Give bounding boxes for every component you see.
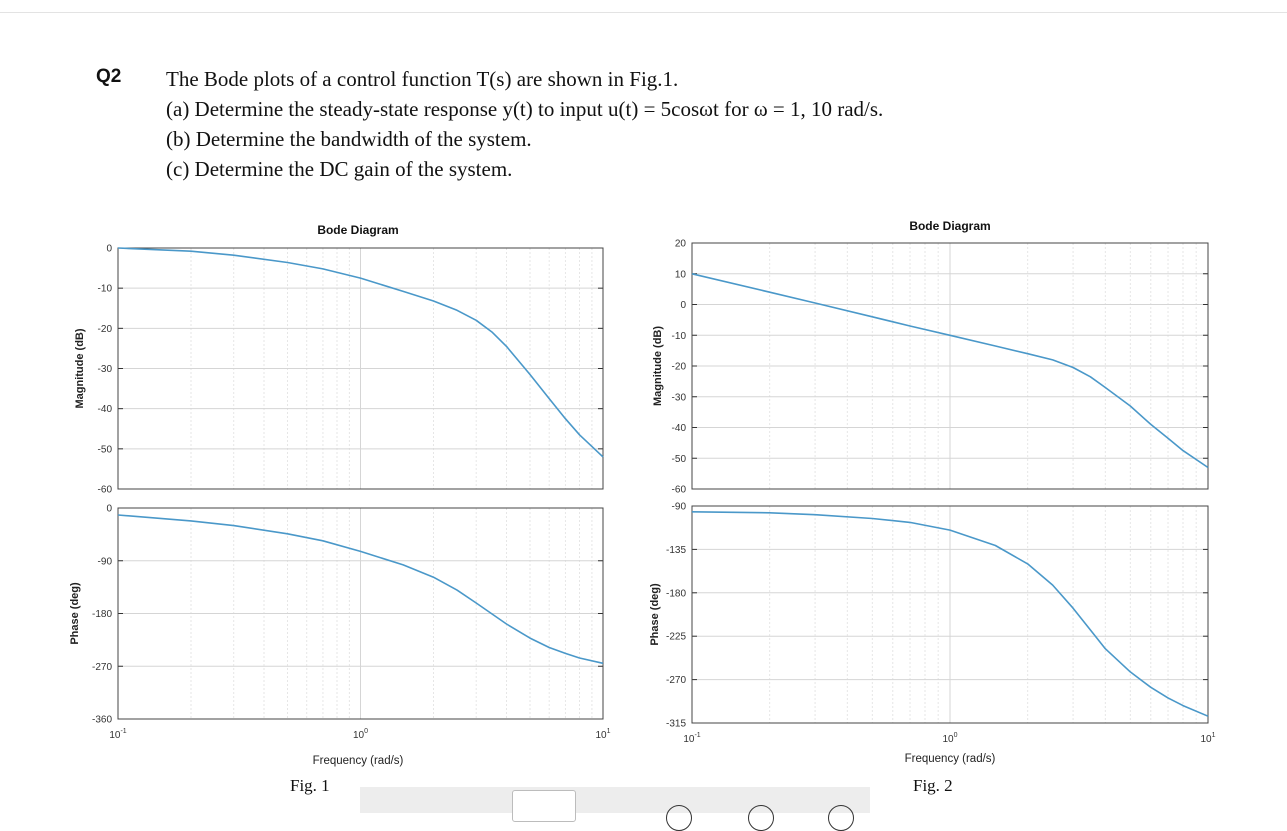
y-tick-label: -50 xyxy=(672,454,687,465)
y-tick-label: -90 xyxy=(98,556,113,567)
y-tick-label: 0 xyxy=(106,244,112,255)
magnitude-axes-frame xyxy=(691,242,1209,490)
toolbar-circle-icon[interactable] xyxy=(666,805,692,831)
y-tick-label: -30 xyxy=(672,392,687,403)
y-tick-label: -40 xyxy=(672,423,687,434)
x-tick-label: 100 xyxy=(942,732,957,745)
question-label: Q2 xyxy=(96,66,122,87)
y-tick-label: -10 xyxy=(672,331,687,342)
top-divider xyxy=(0,12,1287,13)
question-text: The Bode plots of a control function T(s… xyxy=(166,64,883,184)
fig2-caption: Fig. 2 xyxy=(913,776,953,795)
phase-axis-label: Phase (deg) xyxy=(69,582,81,645)
phase-axes-frame xyxy=(117,507,604,720)
question-part-b: (b) Determine the bandwidth of the syste… xyxy=(166,127,532,151)
y-tick-label: -225 xyxy=(666,632,686,643)
y-tick-label: -40 xyxy=(98,404,113,415)
fig1-caption: Fig. 1 xyxy=(290,776,330,795)
y-tick-label: -10 xyxy=(98,284,113,295)
y-tick-label: 20 xyxy=(675,239,687,250)
y-tick-label: 0 xyxy=(106,504,112,515)
phase-axes-frame xyxy=(691,505,1209,724)
bode-figures: Bode Diagram 0 -10 -20 -30 -40 -50 -60 Magnitude… xyxy=(69,219,1216,767)
y-tick-label: -180 xyxy=(666,588,686,599)
y-tick-label: -180 xyxy=(92,609,112,620)
y-tick-label: -20 xyxy=(672,362,687,373)
x-tick-label: 101 xyxy=(595,728,610,741)
x-tick-label: 10-1 xyxy=(683,732,700,745)
phase-curve xyxy=(117,514,604,665)
toolbar-circle-icon[interactable] xyxy=(828,805,854,831)
toolbar-input-box[interactable] xyxy=(512,790,576,822)
magnitude-axis-label: Magnitude (dB) xyxy=(652,326,664,406)
chart-title: Bode Diagram xyxy=(909,219,990,233)
question-intro: The Bode plots of a control function T(s… xyxy=(166,67,679,91)
y-tick-label: -135 xyxy=(666,545,686,556)
magnitude-axes-frame xyxy=(117,247,604,490)
y-tick-label: 10 xyxy=(675,269,687,280)
y-tick-label: -270 xyxy=(92,662,112,673)
y-tick-label: -50 xyxy=(98,444,113,455)
magnitude-curve xyxy=(691,273,1209,469)
x-tick-label: 101 xyxy=(1200,732,1215,745)
y-tick-label: -90 xyxy=(672,502,687,513)
x-axis-label: Frequency (rad/s) xyxy=(905,753,996,765)
y-tick-label: -60 xyxy=(98,485,113,496)
y-tick-label: -270 xyxy=(666,675,686,686)
question-part-a: (a) Determine the steady-state response … xyxy=(166,97,884,121)
magnitude-axis-label: Magnitude (dB) xyxy=(74,328,86,408)
x-tick-label: 100 xyxy=(353,728,368,741)
y-tick-label: -20 xyxy=(98,324,113,335)
bottom-toolbar xyxy=(360,787,870,831)
x-tick-label: 10-1 xyxy=(109,728,126,741)
toolbar-circle-icon[interactable] xyxy=(748,805,774,831)
phase-axis-label: Phase (deg) xyxy=(649,583,661,646)
phase-curve xyxy=(691,511,1209,717)
magnitude-curve xyxy=(117,247,604,458)
chart-title: Bode Diagram xyxy=(317,223,398,237)
y-tick-label: -60 xyxy=(672,485,687,496)
y-tick-label: -30 xyxy=(98,364,113,375)
y-tick-label: -360 xyxy=(92,715,112,726)
y-tick-label: 0 xyxy=(680,300,686,311)
x-axis-label: Frequency (rad/s) xyxy=(313,755,404,767)
y-tick-label: -315 xyxy=(666,719,686,730)
question-part-c: (c) Determine the DC gain of the system. xyxy=(166,157,513,181)
